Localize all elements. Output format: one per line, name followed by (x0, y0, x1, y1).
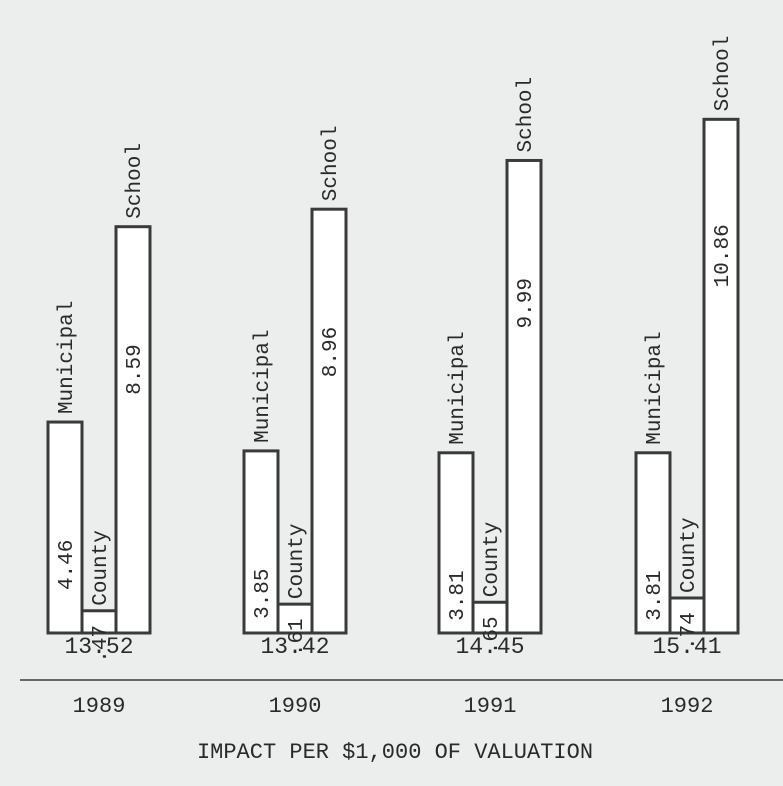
bar-municipal-1991 (437, 451, 475, 635)
bar-school-1989 (114, 225, 152, 635)
bar-municipal-1989 (46, 420, 84, 635)
category-label-1991: 1991 (464, 694, 517, 719)
value-label-county-1989: .47 (90, 625, 113, 663)
series-label-county-1991: County (481, 522, 504, 598)
series-label-municipal-1989: Municipal (56, 301, 79, 414)
value-label-municipal-1989: 4.46 (56, 540, 79, 590)
value-label-municipal-1991: 3.81 (447, 570, 470, 620)
bar-school-1990 (310, 207, 348, 635)
bar-county-1990 (276, 602, 314, 635)
bar-municipal-1992 (634, 451, 672, 635)
value-label-school-1989: 8.59 (124, 344, 147, 394)
value-label-school-1990: 8.96 (320, 327, 343, 377)
series-label-municipal-1992: Municipal (644, 331, 667, 444)
value-label-county-1991: .65 (481, 616, 504, 654)
total-label-1992: 15.41 (652, 634, 721, 660)
bar-school-1991 (505, 158, 543, 635)
category-label-1990: 1990 (269, 694, 322, 719)
bar-school-1992 (702, 117, 740, 635)
bars-layer (46, 117, 740, 635)
series-label-school-1990: School (320, 126, 343, 202)
series-label-county-1989: County (90, 530, 113, 606)
bar-county-1992 (668, 596, 706, 635)
x-axis-label: IMPACT PER $1,000 OF VALUATION (197, 740, 593, 765)
labels-layer: Municipal 4.46 County .47 School 8.59 Municipa… (56, 36, 735, 663)
series-label-county-1990: County (286, 524, 309, 600)
series-label-school-1991: School (515, 77, 538, 153)
bar-municipal-1990 (242, 449, 280, 635)
series-label-municipal-1991: Municipal (447, 331, 470, 444)
value-label-county-1990: .61 (286, 618, 309, 656)
total-label-1989: 13.52 (64, 634, 133, 660)
value-label-school-1992: 10.86 (712, 224, 735, 287)
value-label-school-1991: 9.99 (515, 278, 538, 328)
value-label-municipal-1990: 3.85 (252, 568, 275, 618)
value-label-municipal-1992: 3.81 (644, 570, 667, 620)
total-label-1991: 14.45 (455, 634, 524, 660)
total-label-1990: 13.42 (260, 634, 329, 660)
category-label-1989: 1989 (73, 694, 126, 719)
value-label-county-1992: .74 (678, 612, 701, 650)
category-label-1992: 1992 (661, 694, 714, 719)
series-label-school-1989: School (124, 143, 147, 219)
series-label-school-1992: School (712, 36, 735, 112)
series-label-county-1992: County (678, 517, 701, 593)
category-labels: 13.52 1989 13.42 1990 14.45 1991 15.41 1992 (64, 634, 721, 719)
series-label-municipal-1990: Municipal (252, 329, 275, 442)
